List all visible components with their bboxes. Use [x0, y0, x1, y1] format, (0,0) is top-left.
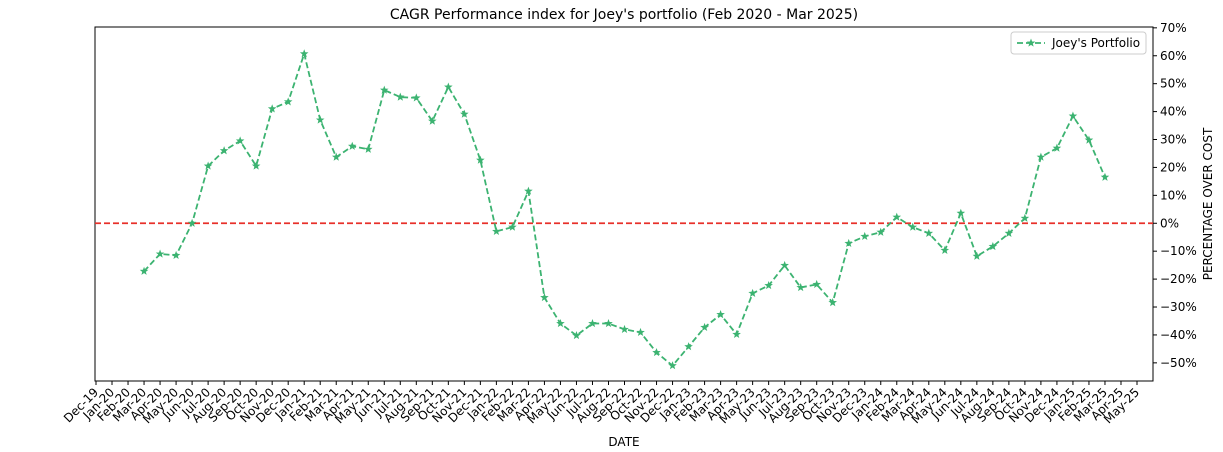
y-tick-label: −40% [1160, 328, 1197, 342]
point [251, 161, 261, 170]
point [283, 97, 293, 106]
y-tick-label: 50% [1160, 77, 1187, 91]
point [347, 141, 357, 150]
y-tick-label: 10% [1160, 188, 1187, 202]
point [203, 161, 213, 170]
point [652, 348, 661, 357]
point [171, 250, 181, 260]
point [796, 282, 805, 292]
point [492, 226, 501, 235]
legend-marker [1026, 38, 1036, 47]
point [187, 218, 197, 227]
point [956, 208, 966, 217]
point [1036, 152, 1046, 161]
y-tick-label: 40% [1160, 105, 1187, 119]
point [1052, 143, 1062, 152]
point [540, 293, 549, 302]
point [892, 212, 902, 221]
point [572, 330, 581, 340]
point [380, 85, 389, 94]
point [139, 266, 149, 275]
point [219, 146, 229, 155]
y-tick-label: 60% [1160, 49, 1187, 63]
legend: Joey's Portfolio [1010, 31, 1147, 55]
y-tick-label: −10% [1160, 244, 1197, 258]
point [396, 92, 405, 101]
point [700, 322, 709, 332]
y-tick-label: 70% [1160, 21, 1187, 35]
y-tick-label: −30% [1160, 300, 1197, 314]
point [924, 228, 934, 237]
point [1020, 213, 1030, 222]
point [764, 281, 773, 290]
point [460, 109, 469, 118]
x-axis-label: DATE [608, 435, 639, 449]
point [812, 279, 821, 289]
point [908, 222, 918, 231]
point [588, 318, 597, 328]
point [604, 318, 613, 328]
point [860, 231, 870, 241]
point [315, 115, 325, 124]
point [235, 136, 245, 145]
point [444, 82, 453, 91]
point [508, 222, 517, 231]
point [716, 310, 725, 319]
y-tick-label: 20% [1160, 160, 1187, 174]
plot-frame [94, 26, 1154, 382]
point [428, 116, 437, 125]
y-tick-label: −50% [1160, 356, 1197, 370]
y-axis-label: PERCENTAGE OVER COST [1201, 127, 1215, 280]
point [267, 104, 277, 113]
point [636, 327, 645, 337]
point [299, 49, 309, 58]
point [732, 329, 741, 339]
point [1068, 111, 1078, 120]
point [748, 288, 757, 297]
point [331, 152, 341, 161]
point [844, 238, 853, 247]
point [524, 186, 533, 195]
point [1004, 228, 1014, 237]
point [412, 93, 421, 102]
point [155, 249, 165, 258]
point [684, 342, 693, 351]
y-tick-label: 0% [1160, 216, 1179, 230]
point [828, 298, 837, 307]
y-tick-label: −20% [1160, 272, 1197, 286]
legend-label: Joey's Portfolio [1051, 36, 1140, 50]
point [556, 318, 565, 328]
y-tick-label: 30% [1160, 133, 1187, 147]
point [876, 227, 886, 236]
point [1084, 135, 1094, 144]
point [780, 260, 789, 270]
point [972, 251, 982, 260]
point [363, 144, 373, 153]
point [1100, 172, 1110, 181]
legend-box [1010, 31, 1147, 55]
point [620, 324, 629, 333]
point [988, 241, 998, 251]
point [668, 361, 677, 370]
chart-title: CAGR Performance index for Joey's portfo… [390, 7, 858, 23]
point [476, 155, 485, 164]
point [940, 245, 950, 254]
